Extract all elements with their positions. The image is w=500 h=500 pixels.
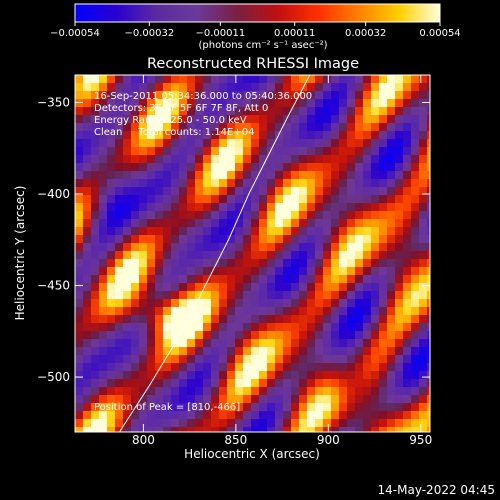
y-axis-label: Heliocentric Y (arcsec) xyxy=(13,186,27,321)
plot-frame xyxy=(74,74,431,433)
y-tick-label: −450 xyxy=(37,279,70,293)
colorbar-label: (photons cm⁻² s⁻¹ asec⁻²) xyxy=(198,40,327,51)
colorbar-tick-label: 0.00054 xyxy=(419,28,460,39)
annotation-time: 16-Sep-2011 05:34:36.000 to 05:40:36.000 xyxy=(94,91,312,102)
y-tick-label: −400 xyxy=(37,187,70,201)
x-tick-label: 800 xyxy=(132,433,155,447)
x-tick-label: 900 xyxy=(317,433,340,447)
peak-position-label: Position of Peak = [810,-466] xyxy=(94,402,240,413)
annotation-energy: Energy Range: 25.0 - 50.0 keV xyxy=(94,115,247,126)
y-tick-label: −500 xyxy=(37,370,70,384)
x-axis-ticks: 800 850 900 950 xyxy=(132,75,432,447)
heatmap-image xyxy=(75,75,430,432)
annotation-counts: Clean Total counts: 1.14E+04 xyxy=(94,127,254,138)
annotation-detectors: Detectors: 3F 4F 5F 6F 7F 8F, Att 0 xyxy=(94,103,268,114)
colorbar-ticks: −0.00054 −0.00032 −0.00011 0.00011 0.00032 0.… xyxy=(50,22,461,39)
y-axis-ticks: −350 −400 −450 −500 xyxy=(37,95,430,384)
solar-limb-line xyxy=(118,75,311,432)
annotation-block: 16-Sep-2011 05:34:36.000 to 05:40:36.000… xyxy=(94,91,312,138)
colorbar-tick-label: −0.00032 xyxy=(124,28,174,39)
chart-title: Reconstructed RHESSI Image xyxy=(147,56,359,72)
colorbar xyxy=(74,3,441,23)
timestamp: 14-May-2022 04:45 xyxy=(378,483,495,497)
x-tick-label: 850 xyxy=(224,433,247,447)
colorbar-tick-label: 0.00011 xyxy=(274,28,315,39)
colorbar-tick-label: −0.00054 xyxy=(50,28,100,39)
x-tick-label: 950 xyxy=(409,433,432,447)
colorbar-tick-label: −0.00011 xyxy=(195,28,245,39)
y-tick-label: −350 xyxy=(37,95,70,109)
colorbar-tick-label: 0.00032 xyxy=(345,28,386,39)
x-axis-label: Heliocentric X (arcsec) xyxy=(184,447,320,461)
